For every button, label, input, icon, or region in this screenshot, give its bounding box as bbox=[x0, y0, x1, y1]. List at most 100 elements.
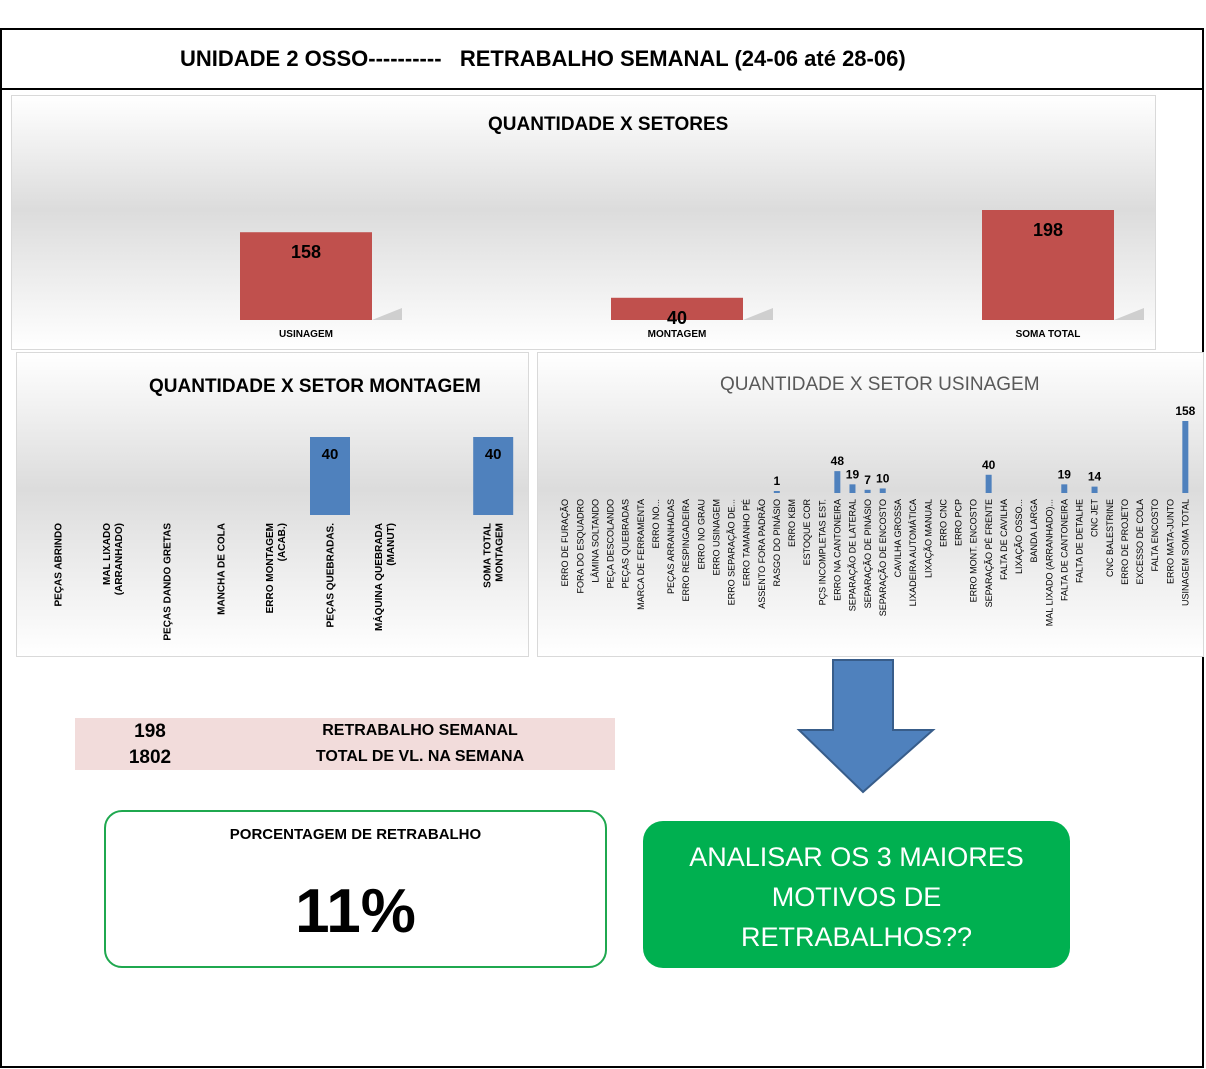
category-label: LÂMINA SOLTANDO bbox=[590, 499, 600, 583]
category-label: LIXAÇÃO MANUAL bbox=[923, 499, 933, 578]
down-arrow-icon bbox=[796, 659, 936, 794]
category-label: ERRO DE FURAÇÃO bbox=[560, 499, 570, 587]
category-label: SEPARAÇÃO DE LATERAL bbox=[848, 499, 858, 611]
category-label: ERRO NA CANTONEIRA bbox=[832, 499, 842, 601]
category-label: USINAGEM bbox=[279, 329, 333, 340]
callout-text: ANALISAR OS 3 MAIORES MOTIVOS DE RETRABA… bbox=[689, 842, 1024, 952]
svg-text:ERRO NO...: ERRO NO... bbox=[651, 499, 661, 549]
bar-shadow bbox=[743, 308, 773, 320]
category-label: MONTAGEM bbox=[648, 329, 707, 340]
data-label: 40 bbox=[667, 308, 687, 328]
svg-text:SOMA TOTALMONTAGEM: SOMA TOTALMONTAGEM bbox=[483, 523, 506, 588]
chart-montagem-svg: PEÇAS ABRINDO MAL LIXADO(ARRANHADO) PEÇAS … bbox=[54, 437, 514, 641]
category-label: PEÇAS QUEBRADAS. bbox=[326, 523, 337, 628]
svg-text:ERRO NO GRAU: ERRO NO GRAU bbox=[696, 499, 706, 570]
category-label: ERRO PCP bbox=[954, 499, 964, 546]
chart-usinagem-panel: QUANTIDADE X SETOR USINAGEM ERRO DE FURA… bbox=[537, 352, 1204, 657]
svg-text:ERRO MATA-JUNTO: ERRO MATA-JUNTO bbox=[1165, 499, 1175, 584]
svg-text:ERRO PCP: ERRO PCP bbox=[954, 499, 964, 546]
category-label: LIXADEIRA AUTOMÁTICA bbox=[908, 499, 918, 606]
svg-text:MARCA DE FERRAMENTA: MARCA DE FERRAMENTA bbox=[636, 499, 646, 610]
data-label: 1 bbox=[773, 474, 780, 488]
bar bbox=[473, 437, 514, 515]
svg-text:ESTOQUE COR: ESTOQUE COR bbox=[802, 499, 812, 566]
data-label: 198 bbox=[1033, 220, 1063, 240]
category-label: SEPARAÇÃO DE ENCOSTO bbox=[878, 499, 888, 616]
bar bbox=[1061, 484, 1068, 493]
rework-percentage-label: PORCENTAGEM DE RETRABALHO bbox=[229, 826, 482, 843]
chart-montagem-panel: QUANTIDADE X SETOR MONTAGEM PEÇAS ABRIND… bbox=[16, 352, 529, 657]
svg-text:ERRO NA CANTONEIRA: ERRO NA CANTONEIRA bbox=[832, 499, 842, 601]
bar bbox=[1182, 421, 1189, 493]
category-label: FALTA DE CAVILHA bbox=[999, 499, 1009, 580]
category-label: EXCESSO DE COLA bbox=[1135, 499, 1145, 585]
data-label: 40 bbox=[982, 458, 996, 472]
bar bbox=[773, 491, 780, 493]
svg-text:PÇS INCOMPLETAS EST.: PÇS INCOMPLETAS EST. bbox=[817, 499, 827, 605]
svg-text:ERRO RESPINGADEIRA: ERRO RESPINGADEIRA bbox=[681, 499, 691, 602]
svg-text:ASSENTO FORA PADRÃO: ASSENTO FORA PADRÃO bbox=[757, 499, 767, 609]
svg-text:LIXADEIRA AUTOMÁTICA: LIXADEIRA AUTOMÁTICA bbox=[908, 499, 918, 606]
category-label: ERRO SEPARAÇÃO DE... bbox=[727, 499, 737, 605]
svg-text:ERRO MONT. ENCOSTO: ERRO MONT. ENCOSTO bbox=[969, 499, 979, 602]
category-label: ERRO NO... bbox=[651, 499, 661, 549]
category-label: CAVILHA GROSSA bbox=[893, 499, 903, 577]
bar-shadow bbox=[1114, 308, 1144, 320]
svg-text:MAL LIXADO (ARRANHADO)...: MAL LIXADO (ARRANHADO)... bbox=[1044, 499, 1054, 626]
chart-usinagem-title: QUANTIDADE X SETOR USINAGEM bbox=[720, 374, 1040, 395]
svg-text:ERRO TAMANHO PÉ: ERRO TAMANHO PÉ bbox=[742, 499, 752, 586]
category-label: ERRO KBM bbox=[787, 499, 797, 547]
category-label: FALTA ENCOSTO bbox=[1150, 499, 1160, 572]
data-label: 40 bbox=[485, 446, 502, 463]
category-label: ERRO TAMANHO PÉ bbox=[742, 499, 752, 586]
category-label: PEÇAS QUEBRADAS bbox=[621, 499, 631, 589]
svg-text:FALTA DE DETALHE: FALTA DE DETALHE bbox=[1075, 499, 1085, 583]
category-label: ERRO CNC bbox=[938, 499, 948, 548]
svg-text:SEPARAÇÃO PÉ FRENTE: SEPARAÇÃO PÉ FRENTE bbox=[984, 499, 994, 607]
chart-sectors-title: QUANTIDADE X SETORES bbox=[488, 114, 729, 135]
category-label: CNC BALESTRINE bbox=[1105, 499, 1115, 577]
svg-text:FALTA DE CANTONEIRA: FALTA DE CANTONEIRA bbox=[1059, 499, 1069, 601]
category-label: RASGO DO PINÁSIO bbox=[772, 499, 782, 587]
category-label: ERRO DE PROJETO bbox=[1120, 499, 1130, 585]
summary-table: 198 RETRABALHO SEMANAL 1802 TOTAL DE VL.… bbox=[75, 718, 615, 770]
svg-text:PEÇAS ARRANHADAS: PEÇAS ARRANHADAS bbox=[666, 499, 676, 594]
category-label: ASSENTO FORA PADRÃO bbox=[757, 499, 767, 609]
data-label: 158 bbox=[1175, 404, 1195, 418]
category-label: FALTA DE CANTONEIRA bbox=[1059, 499, 1069, 601]
svg-text:ERRO SEPARAÇÃO DE...: ERRO SEPARAÇÃO DE... bbox=[727, 499, 737, 605]
category-label: PEÇAS DANDO GRETAS bbox=[162, 523, 173, 641]
data-label: 19 bbox=[1058, 467, 1072, 481]
svg-text:CNC BALESTRINE: CNC BALESTRINE bbox=[1105, 499, 1115, 577]
weekly-rework-label: RETRABALHO SEMANAL bbox=[322, 722, 518, 739]
svg-text:MÁQUINA QUEBRADA(MANUT): MÁQUINA QUEBRADA(MANUT) bbox=[372, 523, 397, 631]
callout-box: ANALISAR OS 3 MAIORES MOTIVOS DE RETRABA… bbox=[643, 821, 1070, 968]
category-label: ERRO USINAGEM bbox=[711, 499, 721, 576]
svg-text:LIXAÇÃO MANUAL: LIXAÇÃO MANUAL bbox=[923, 499, 933, 578]
bar bbox=[985, 474, 992, 493]
category-label: ERRO RESPINGADEIRA bbox=[681, 499, 691, 602]
bar bbox=[864, 489, 871, 493]
svg-text:ERRO KBM: ERRO KBM bbox=[787, 499, 797, 547]
bar bbox=[1091, 486, 1098, 493]
svg-text:ERRO MONTAGEM(ACAB.): ERRO MONTAGEM(ACAB.) bbox=[265, 523, 288, 613]
category-label: PÇS INCOMPLETAS EST. bbox=[817, 499, 827, 605]
category-label: SOMA TOTALMONTAGEM bbox=[483, 523, 506, 588]
svg-text:SEPARAÇÃO DE LATERAL: SEPARAÇÃO DE LATERAL bbox=[848, 499, 858, 611]
svg-text:SEPARAÇÃO DE ENCOSTO: SEPARAÇÃO DE ENCOSTO bbox=[878, 499, 888, 616]
bar bbox=[240, 232, 372, 320]
svg-text:ERRO CNC: ERRO CNC bbox=[938, 499, 948, 548]
svg-text:SEPARAÇÃO DE PINÁSIO: SEPARAÇÃO DE PINÁSIO bbox=[863, 499, 873, 608]
weekly-total-label: TOTAL DE VL. NA SEMANA bbox=[315, 748, 525, 765]
category-label: MARCA DE FERRAMENTA bbox=[636, 499, 646, 610]
category-label: ERRO MONT. ENCOSTO bbox=[969, 499, 979, 602]
svg-text:USINAGEM SOMA TOTAL: USINAGEM SOMA TOTAL bbox=[1180, 499, 1190, 606]
category-label: FALTA DE DETALHE bbox=[1075, 499, 1085, 583]
category-label: SEPARAÇÃO PÉ FRENTE bbox=[984, 499, 994, 607]
category-label: SEPARAÇÃO DE PINÁSIO bbox=[863, 499, 873, 608]
svg-text:MAL LIXADO(ARRANHADO): MAL LIXADO(ARRANHADO) bbox=[102, 523, 125, 595]
bar bbox=[982, 210, 1114, 320]
bar bbox=[310, 437, 350, 515]
category-label: ERRO NO GRAU bbox=[696, 499, 706, 570]
rework-percentage-box: PORCENTAGEM DE RETRABALHO 11% bbox=[104, 810, 607, 968]
